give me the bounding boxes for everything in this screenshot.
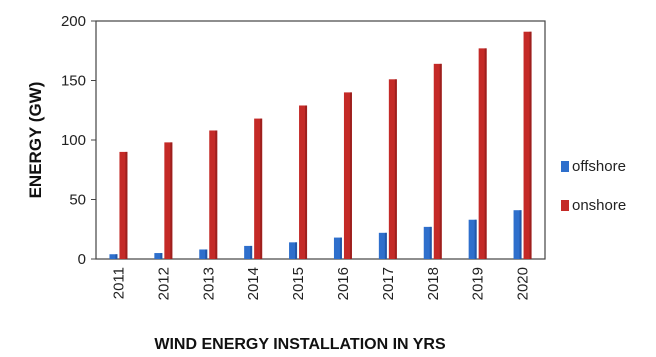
offshore-bar-2018 (423, 226, 432, 259)
x-tick-label: 2020 (515, 267, 532, 300)
y-tick-label: 0 (78, 251, 86, 268)
offshore-bar-2016 (333, 237, 342, 259)
onshore-bar-2020 (523, 31, 532, 260)
onshore-bar-2019 (478, 48, 487, 260)
offshore-bar-2011 (109, 254, 118, 259)
x-tick-label: 2014 (245, 267, 262, 300)
x-tick-label: 2018 (425, 267, 442, 300)
offshore-bar-2017 (378, 232, 387, 259)
x-tick-label: 2019 (470, 267, 487, 300)
onshore-bar-2017 (388, 79, 397, 259)
onshore-bar-2018 (433, 63, 442, 260)
offshore-legend-label: offshore (572, 158, 626, 175)
y-tick-label: 50 (69, 192, 86, 209)
onshore-bar-2015 (299, 105, 308, 260)
offshore-legend-swatch (561, 161, 569, 172)
offshore-bar-2013 (199, 249, 208, 259)
y-tick-label: 200 (61, 13, 86, 30)
plot-area-border (95, 20, 546, 260)
x-tick-label: 2016 (335, 267, 352, 300)
y-tick-label: 150 (61, 73, 86, 90)
onshore-bar-2011 (119, 151, 128, 259)
offshore-bar-2012 (154, 253, 163, 259)
offshore-bar-2015 (289, 242, 298, 259)
y-tick-label: 100 (61, 132, 86, 149)
x-tick-label: 2015 (290, 267, 307, 300)
onshore-bar-2016 (343, 92, 352, 260)
onshore-legend-label: onshore (572, 197, 626, 214)
onshore-bar-2013 (209, 130, 218, 259)
offshore-bar-2019 (468, 219, 477, 259)
onshore-legend-swatch (561, 200, 569, 211)
offshore-bar-2020 (513, 210, 522, 259)
x-tick-label: 2011 (110, 267, 127, 299)
onshore-bar-2012 (164, 142, 173, 259)
x-axis-title: WIND ENERGY INSTALLATION IN YRS (154, 336, 446, 353)
x-tick-label: 2017 (380, 267, 397, 300)
x-tick-label: 2012 (155, 267, 172, 300)
offshore-bar-2014 (244, 245, 253, 259)
y-axis-title: ENERGY (GW) (26, 82, 45, 199)
onshore-bar-2014 (254, 118, 263, 259)
legend: offshore onshore (561, 158, 626, 214)
x-tick-label: 2013 (200, 267, 217, 300)
